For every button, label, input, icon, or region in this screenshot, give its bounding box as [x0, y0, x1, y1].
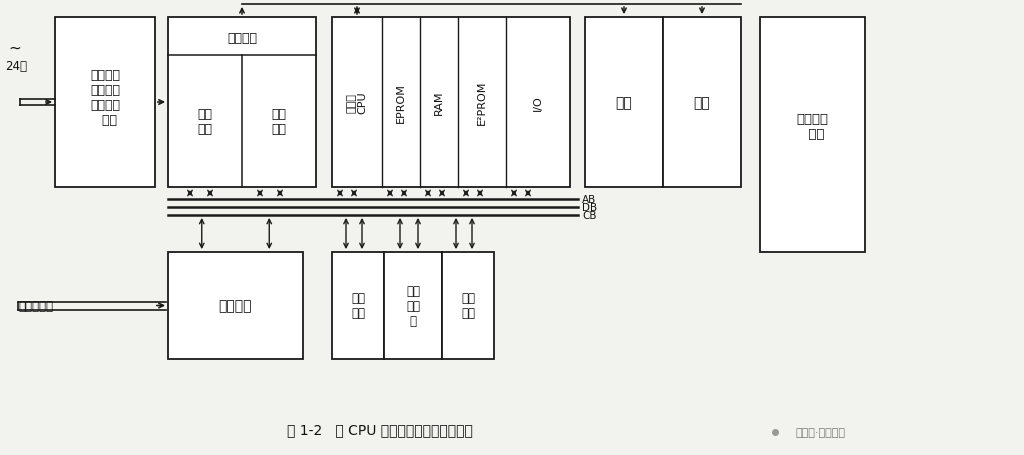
- Text: 24路: 24路: [5, 59, 27, 72]
- Bar: [760, 18, 865, 253]
- Text: 光隔输入: 光隔输入: [219, 299, 252, 313]
- Text: 实时
时钟: 实时 时钟: [351, 292, 365, 320]
- Bar: [442, 253, 494, 359]
- Bar: [384, 253, 442, 359]
- Bar: [332, 18, 570, 187]
- Text: 开关量输入: 开关量输入: [18, 299, 53, 312]
- Text: AB: AB: [582, 195, 596, 205]
- Text: E²PROM: E²PROM: [477, 81, 487, 125]
- Text: RAM: RAM: [434, 91, 444, 115]
- Text: CB: CB: [582, 211, 597, 221]
- Text: 公众号·西格电力: 公众号·西格电力: [795, 427, 845, 437]
- Bar: [332, 253, 384, 359]
- Bar: [585, 18, 663, 187]
- Text: 隔离与电
压形成及
低通滤波
  回路: 隔离与电 压形成及 低通滤波 回路: [90, 69, 120, 127]
- Text: 多路
开关: 多路 开关: [198, 108, 213, 136]
- Bar: [55, 18, 155, 187]
- Text: 逆变稳压
  电源: 逆变稳压 电源: [797, 113, 828, 141]
- Text: 键盘
显示
器: 键盘 显示 器: [406, 284, 420, 327]
- Text: 出口: 出口: [693, 96, 711, 110]
- Text: EPROM: EPROM: [396, 83, 406, 123]
- Text: I/O: I/O: [534, 95, 543, 111]
- Bar: [663, 18, 741, 187]
- Bar: [168, 18, 316, 187]
- Text: ~: ~: [8, 40, 20, 56]
- Text: 打印
电路: 打印 电路: [461, 292, 475, 320]
- Bar: [168, 253, 303, 359]
- Text: 图 1-2   单 CPU 结构的微机保护硬件框图: 图 1-2 单 CPU 结构的微机保护硬件框图: [287, 422, 473, 436]
- Text: 模数
变换: 模数 变换: [271, 108, 287, 136]
- Text: 信号: 信号: [615, 96, 633, 110]
- Text: 主保护
CPU: 主保护 CPU: [346, 91, 368, 114]
- Text: 硬件自检: 硬件自检: [227, 31, 257, 45]
- Text: DB: DB: [582, 202, 597, 212]
